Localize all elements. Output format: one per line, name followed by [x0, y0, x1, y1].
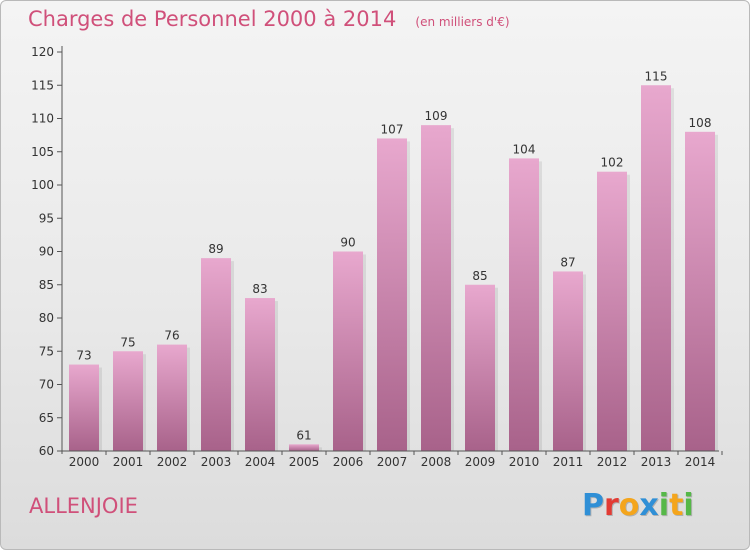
x-tick-label: 2003: [201, 455, 232, 469]
logo-letter: o: [618, 488, 640, 523]
logo-letter: r: [604, 488, 619, 523]
commune-name: ALLENJOIE: [29, 494, 138, 518]
bar-2011: [553, 271, 583, 451]
value-label: 89: [208, 242, 223, 256]
bar-2010: [509, 158, 539, 451]
value-label: 83: [252, 282, 267, 296]
value-label: 75: [120, 335, 135, 349]
x-tick-label: 2008: [421, 455, 452, 469]
bar-2007: [377, 138, 407, 451]
logo-letter: t: [669, 488, 684, 523]
x-tick-label: 2011: [553, 455, 584, 469]
y-tick-label: 80: [39, 311, 54, 325]
x-tick-label: 2000: [69, 455, 100, 469]
bar-2008: [421, 125, 451, 452]
value-label: 85: [472, 269, 487, 283]
bar-2014: [685, 131, 715, 452]
logo-letter: i: [683, 488, 694, 523]
bar-2003: [201, 258, 231, 451]
chart-title: Charges de Personnel 2000 à 2014: [28, 7, 397, 31]
value-label: 73: [76, 349, 91, 363]
x-tick-label: 2013: [641, 455, 672, 469]
logo-letter: P: [582, 488, 604, 523]
axes-layer: 60 65 70 75 80 85 90 95 100 105 110 115 120 2000 2001 2…: [31, 45, 723, 469]
bar-2006: [333, 251, 363, 451]
x-tick-label: 2007: [377, 455, 408, 469]
value-label: 90: [340, 236, 355, 250]
value-label: 104: [513, 142, 536, 156]
bar-2000: [69, 364, 99, 451]
x-tick-label: 2012: [597, 455, 628, 469]
x-tick-label: 2009: [465, 455, 496, 469]
value-label: 109: [425, 109, 448, 123]
logo-letter: x: [639, 488, 659, 523]
y-tick-label: 95: [39, 211, 54, 225]
logo-letter: i: [658, 488, 670, 523]
y-tick-label: 110: [31, 112, 54, 126]
bars-layer: 73 75 76 89 83 61 90 107 109 85 104 87 102 115 108: [69, 69, 718, 452]
y-tick-label: 120: [31, 45, 54, 59]
bar-2013: [641, 85, 671, 451]
value-label: 107: [381, 122, 404, 136]
bar-2002: [157, 344, 187, 451]
x-tick-label: 2001: [113, 455, 144, 469]
value-label: 108: [689, 116, 712, 130]
x-tick-label: 2002: [157, 455, 188, 469]
value-label: 76: [164, 329, 179, 343]
y-tick-label: 70: [39, 378, 54, 392]
y-tick-label: 65: [39, 411, 54, 425]
y-tick-label: 60: [39, 444, 54, 458]
bar-2005: [289, 444, 319, 451]
y-tick-label: 100: [31, 178, 54, 192]
x-tick-label: 2004: [245, 455, 276, 469]
value-label: 87: [560, 255, 575, 269]
y-tick-label: 105: [31, 145, 54, 159]
y-tick-label: 85: [39, 278, 54, 292]
bar-2001: [113, 351, 143, 451]
y-tick-label: 75: [39, 344, 54, 358]
y-tick-label: 115: [31, 78, 54, 92]
chart-subtitle: (en milliers d'€): [415, 15, 510, 29]
bar-2004: [245, 298, 275, 451]
value-label: 115: [645, 69, 668, 83]
x-tick-label: 2014: [685, 455, 716, 469]
value-label: 102: [601, 156, 624, 170]
chart-header: Charges de Personnel 2000 à 2014 (en mil…: [28, 7, 510, 31]
x-tick-label: 2006: [333, 455, 364, 469]
bar-2012: [597, 171, 627, 451]
bar-2009: [465, 284, 495, 451]
x-tick-label: 2010: [509, 455, 540, 469]
value-label: 61: [296, 428, 311, 442]
y-tick-label: 90: [39, 245, 54, 259]
x-tick-label: 2005: [289, 455, 320, 469]
proxiti-logo: Proxiti: [582, 488, 694, 523]
